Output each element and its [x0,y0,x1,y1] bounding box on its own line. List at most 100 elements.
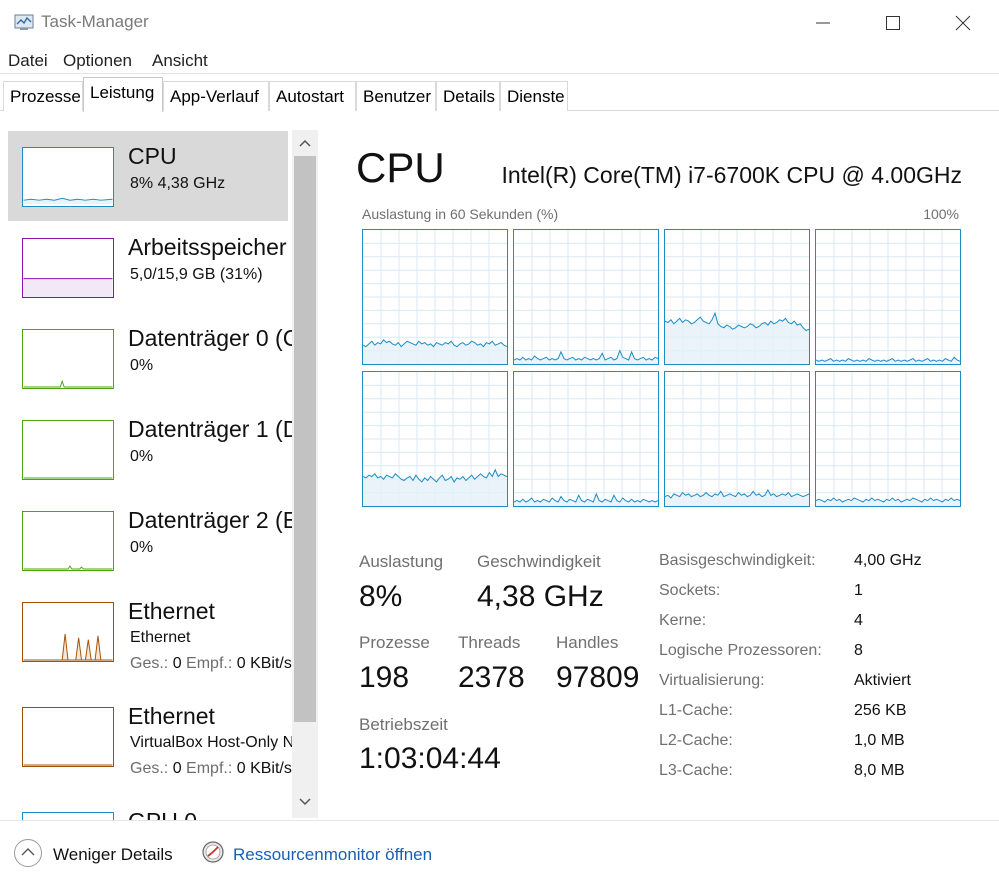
send-value: 0 [172,655,182,672]
send-label: Ges.: [130,655,173,672]
spec-value: 8,0 MB [854,762,905,779]
spec-label: Kerne: [659,612,707,629]
tab-autostart[interactable]: Autostart [269,81,356,111]
speed-label: Geschwindigkeit [477,552,601,571]
receive-label: Empf.: [181,760,237,777]
ethernet-thumbnail-graph [22,602,114,662]
processor-graph-canvas [815,372,961,506]
threads-label: Threads [458,633,521,652]
receive-value: 0 KBit/s [236,760,292,777]
fewer-details-label[interactable]: Weniger Details [53,845,173,864]
disk-1-thumbnail-graph [22,420,114,480]
spec-label: L1-Cache: [659,702,733,719]
disk-0-thumbnail-graph [22,329,114,389]
send-value: 0 [172,760,182,777]
receive-value: 0 KBit/s [236,655,292,672]
utilization-area [514,350,658,364]
tab-dienste[interactable]: Dienste [500,81,568,111]
tab-app-verlauf[interactable]: App-Verlauf [163,81,269,111]
utilization-area [363,469,507,506]
tab-details[interactable]: Details [436,81,500,111]
spec-value: 256 KB [854,702,907,719]
processor-graph-canvas [362,372,508,506]
utilization-line [362,468,508,483]
sidebar-item-cpu[interactable]: CPU 8% 4,38 GHz [8,131,288,221]
disk-2-thumbnail-graph [22,511,114,571]
logical-processor-graph-2 [664,229,810,365]
spec-label: L2-Cache: [659,732,733,749]
sidebar-item-disk-1[interactable]: Datenträger 1 (D:) 0% [8,404,292,494]
ethernet-thumbnail-graph [22,707,114,767]
spec-value: Aktiviert [854,672,911,689]
maximize-button[interactable] [870,8,916,38]
sidebar-item-title: Datenträger 0 (C:) [128,325,292,351]
sidebar-item-subtitle: VirtualBox Host-Only Network [130,734,292,751]
utilization-line [815,497,961,503]
spec-label: Sockets: [659,582,721,599]
menu-datei[interactable]: Datei [8,51,48,70]
scrollbar-thumb[interactable] [294,156,316,722]
spec-value: 1,0 MB [854,732,905,749]
sidebar-item-title: Arbeitsspeicher [128,234,287,260]
utilization-label: Auslastung [359,552,444,571]
uptime-label: Betriebszeit [359,715,448,734]
utilization-line [815,356,961,362]
sidebar-item-ethernet[interactable]: Ethernet Ethernet Ges.: 0 Empf.: 0 KBit/… [8,586,292,676]
close-icon [955,15,971,31]
processes-label: Prozesse [359,633,430,652]
minimize-button[interactable] [800,8,846,38]
processor-graph-canvas [815,230,961,364]
sidebar-item-title: GPU 0 [128,808,197,820]
spec-label: L3-Cache: [659,762,733,779]
cpu-thumbnail-graph [22,147,114,207]
sidebar-scrollbar[interactable] [292,130,318,818]
sidebar-item-memory[interactable]: Arbeitsspeicher 5,0/15,9 GB (31%) [8,222,288,312]
chevron-up-icon [21,848,35,856]
open-resource-monitor-link[interactable]: Ressourcenmonitor öffnen [233,845,433,864]
utilization-line [664,311,810,332]
task-manager-app-icon [14,14,34,30]
receive-label: Empf.: [181,655,237,672]
spec-value: 1 [854,582,863,599]
scroll-up-arrow-icon[interactable] [299,139,311,147]
utilization-line [664,488,810,499]
handles-value: 97809 [556,661,640,694]
graph-max-label: 100% [923,206,959,222]
utilization-value: 8% [359,580,403,613]
menu-optionen[interactable]: Optionen [63,51,132,70]
sidebar-item-disk-2[interactable]: Datenträger 2 (E:) 0% [8,495,292,585]
processor-graph-canvas [664,230,810,364]
gpu-thumbnail-graph [22,812,114,820]
processor-graph-canvas [513,372,659,506]
sidebar-item-ethernet-virtualbox[interactable]: Ethernet VirtualBox Host-Only Network Ge… [8,691,292,781]
sidebar-item-subtitle: 0% [130,357,154,374]
sidebar-item-subtitle: Ethernet [130,629,191,646]
handles-label: Handles [556,633,619,652]
cpu-detail-panel: CPU Intel(R) Core(TM) i7-6700K CPU @ 4.0… [330,112,999,820]
utilization-area [514,493,658,506]
menu-ansicht[interactable]: Ansicht [152,51,208,70]
sidebar-item-throughput: Ges.: 0 Empf.: 0 KBit/s [130,760,292,778]
fewer-details-button[interactable] [14,839,42,867]
page-title: CPU [356,144,445,191]
sidebar-item-gpu[interactable]: GPU 0 [8,796,288,820]
resource-monitor-icon [202,841,224,863]
utilization-line [513,492,659,503]
logical-processor-graph-1 [513,229,659,365]
tab-prozesse[interactable]: Prozesse [3,81,83,111]
sidebar-item-subtitle: 0% [130,448,154,465]
memory-thumbnail-graph [22,238,114,298]
scroll-down-arrow-icon[interactable] [299,798,311,806]
sidebar-item-title: Ethernet [128,598,215,624]
title-bar[interactable]: Task-Manager [0,0,999,46]
sidebar-item-disk-0[interactable]: Datenträger 0 (C:) 0% [8,313,292,403]
footer-bar: Weniger Details Ressourcenmonitor öffnen [0,820,999,890]
sidebar-item-title: Datenträger 1 (D:) [128,416,292,442]
utilization-line [513,349,659,361]
sidebar-item-title: Datenträger 2 (E:) [128,507,292,533]
tab-benutzer[interactable]: Benutzer [356,81,436,111]
menu-bar: Datei Optionen Ansicht [0,46,999,74]
close-button[interactable] [940,8,986,38]
maximize-icon [886,16,900,30]
tab-leistung[interactable]: Leistung [83,77,163,112]
